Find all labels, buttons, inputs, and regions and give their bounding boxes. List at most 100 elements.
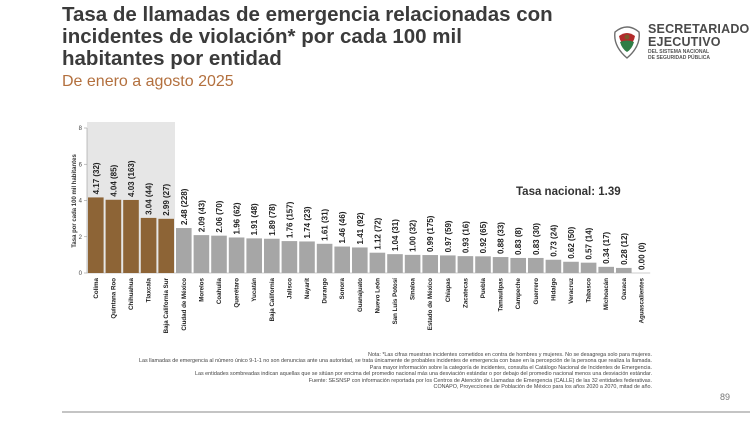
bar-value-label: 0.93 (16): [461, 221, 470, 253]
category-label: Chiapas: [445, 277, 452, 302]
bar-value-label: 1.46 (46): [338, 211, 347, 243]
page-number: 89: [719, 392, 730, 402]
bar-value-label: 1.61 (31): [321, 208, 330, 240]
note-line: CONAPO, Proyecciones de Población de Méx…: [433, 384, 652, 391]
bar: [123, 199, 139, 273]
bar-value-label: 0.99 (175): [426, 215, 435, 252]
chart-notes: Nota: *Las cifras muestran incidentes co…: [52, 352, 652, 390]
category-label: Chihuahua: [128, 277, 135, 310]
bar: [211, 235, 227, 273]
category-label: Zacatecas: [462, 277, 469, 307]
bar-value-label: 1.04 (31): [391, 219, 400, 251]
bar: [616, 267, 632, 273]
bar-value-label: 1.74 (23): [303, 206, 312, 238]
category-label: Guerrero: [533, 278, 540, 305]
bar: [316, 243, 333, 273]
bar: [545, 259, 562, 273]
national-rate-label: Tasa nacional: 1.39: [516, 186, 621, 198]
category-label: Durango: [322, 278, 329, 304]
bar-value-label: 0.34 (17): [602, 231, 611, 263]
bar-value-label: 4.04 (85): [109, 164, 118, 196]
bar: [492, 257, 509, 273]
bar-value-label: 1.76 (157): [285, 201, 294, 238]
bar: [580, 262, 597, 273]
category-label: Morelos: [198, 277, 205, 301]
bar: [369, 252, 386, 273]
category-label: Estado de México: [427, 278, 434, 330]
bar: [387, 254, 403, 273]
title-line-3: habitantes por entidad: [62, 47, 282, 70]
bar-value-label: 0.28 (12): [620, 233, 629, 265]
note-line: Nota: *Las cifras muestran incidentes co…: [367, 352, 652, 358]
bar-value-label: 1.91 (48): [250, 203, 259, 235]
category-label: Baja California Sur: [163, 277, 170, 333]
bar: [158, 218, 174, 273]
category-label: Tlaxcala: [146, 277, 153, 302]
bar-value-label: 2.06 (70): [215, 200, 224, 232]
logo-text-line-1: SECRETARIADO: [648, 22, 750, 36]
bar-value-label: 2.48 (228): [180, 188, 189, 225]
category-label: Baja California: [269, 277, 276, 321]
category-label: Tabasco: [586, 278, 593, 303]
bar: [528, 257, 544, 273]
bar-value-label: 1.41 (92): [356, 212, 365, 244]
footer-divider: [62, 411, 750, 413]
y-tick-label: 8: [79, 126, 83, 132]
category-label: Sonora: [339, 277, 346, 299]
category-label: Ciudad de México: [181, 278, 188, 331]
category-label: Coahuila: [216, 277, 223, 304]
logo-text-line-4: DE SEGURIDAD PÚBLICA: [648, 55, 710, 61]
bar: [264, 238, 280, 273]
category-label: Nuevo León: [374, 278, 381, 314]
bar-value-label: 0.92 (65): [479, 221, 488, 253]
category-label: Campeche: [515, 277, 522, 309]
category-label: Guanajuato: [357, 278, 364, 312]
y-tick-label: 4: [79, 199, 83, 205]
bar-value-label: 4.17 (32): [92, 162, 101, 194]
category-label: Nayarit: [304, 278, 311, 299]
bar: [281, 241, 298, 273]
bar: [228, 237, 245, 273]
bar: [334, 246, 350, 273]
bar-value-label: 0.83 (8): [514, 227, 523, 255]
page-title: Tasa de llamadas de emergencia relaciona…: [62, 4, 592, 70]
bar: [598, 266, 614, 273]
category-label: Oaxaca: [621, 277, 628, 300]
y-axis-label: Tasa por cada 100 mil habitantes: [72, 154, 78, 248]
category-label: Puebla: [480, 277, 487, 298]
bar-value-label: 0.57 (14): [585, 227, 594, 259]
bar: [563, 261, 579, 273]
bar-value-label: 4.03 (163): [127, 160, 136, 197]
bar: [88, 197, 104, 273]
category-label: Aguascalientes: [638, 277, 645, 323]
bar: [140, 217, 157, 273]
bar-value-label: 1.96 (62): [233, 202, 242, 234]
bar: [352, 247, 368, 273]
bar: [176, 228, 192, 273]
bar-value-label: 2.99 (27): [162, 183, 171, 215]
bar-value-label: 3.04 (44): [145, 183, 154, 215]
category-label: Hidalgo: [550, 278, 557, 301]
bar-value-label: 0.83 (30): [532, 223, 541, 255]
category-label: Michoacán: [603, 278, 610, 310]
secretariado-logo: SECRETARIADO EJECUTIVO DEL SISTEMA NACIO…: [612, 22, 750, 62]
bar-value-label: 0.88 (33): [497, 222, 506, 254]
eagle-seal-icon: [614, 26, 640, 59]
category-label: Jalisco: [286, 278, 293, 299]
logo-text-line-2: EJECUTIVO: [648, 35, 721, 49]
category-label: Colima: [93, 277, 100, 298]
bar: [246, 238, 262, 273]
bar: [475, 256, 491, 273]
y-tick-label: 2: [79, 235, 83, 241]
y-tick-label: 6: [79, 162, 83, 168]
bar-value-label: 0.00 (0): [637, 242, 646, 270]
category-label: Quintana Roo: [110, 278, 117, 319]
page-subtitle: De enero a agosto 2025: [62, 73, 234, 90]
logo-text-line-3: DEL SISTEMA NACIONAL: [648, 49, 710, 55]
bar-value-label: 1.12 (72): [373, 217, 382, 249]
bar: [422, 255, 438, 273]
bar-value-label: 0.62 (50): [567, 226, 576, 258]
title-line-1: Tasa de llamadas de emergencia relaciona…: [62, 3, 553, 26]
